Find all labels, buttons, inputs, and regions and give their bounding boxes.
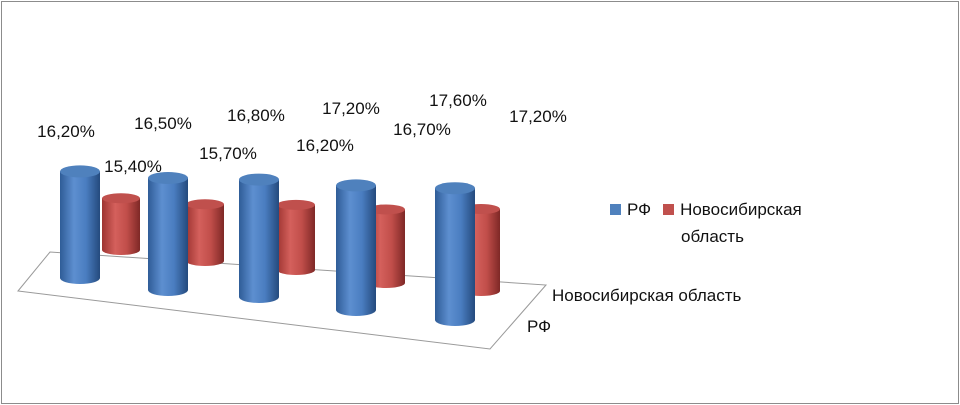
bar-nso-1 (102, 193, 140, 255)
depth-axis-label-nso: Новосибирская область (552, 286, 742, 305)
bar-rf-1 (60, 165, 100, 284)
bar-rf-2 (148, 172, 188, 296)
legend-label-nso-line2: область (681, 227, 744, 246)
data-label-nso-1: 15,40% (104, 157, 162, 176)
data-label-rf-4: 17,20% (322, 99, 380, 118)
data-label-nso-4: 16,70% (393, 120, 451, 139)
chart-legend: РФ Новосибирская область (610, 196, 814, 250)
bar-rf-5 (435, 182, 475, 326)
data-label-nso-3: 16,20% (296, 136, 354, 155)
legend-item-nso: Новосибирская (663, 196, 802, 223)
bar-rf-4 (336, 179, 376, 316)
depth-axis-label-rf: РФ (527, 317, 552, 336)
bar-nso-3 (277, 199, 315, 275)
legend-swatch-rf (610, 204, 621, 215)
legend-swatch-nso (663, 204, 675, 215)
data-label-nso-2: 15,70% (199, 144, 257, 163)
data-label-rf-2: 16,50% (134, 114, 192, 133)
data-label-rf-3: 16,80% (227, 106, 285, 125)
legend-label-nso-line1: Новосибирская (680, 200, 802, 219)
bar-nso-4 (367, 204, 405, 288)
bar-nso-2 (186, 199, 224, 266)
bar-rf-3 (239, 173, 279, 303)
data-label-rf-1: 16,20% (37, 122, 95, 141)
legend-label-rf: РФ (627, 200, 652, 219)
legend-item-rf: РФ (610, 196, 651, 223)
data-label-nso-5: 17,20% (509, 107, 567, 126)
data-label-rf-5: 17,60% (429, 91, 487, 110)
